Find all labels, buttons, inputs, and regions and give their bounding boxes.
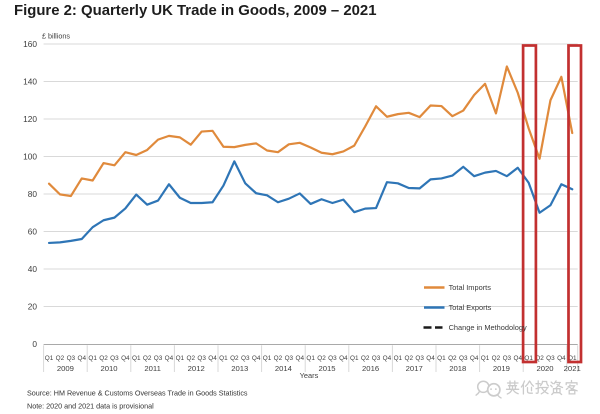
svg-text:Q3: Q3 bbox=[503, 355, 512, 362]
svg-text:Q3: Q3 bbox=[110, 355, 119, 362]
svg-text:Total Exports: Total Exports bbox=[449, 303, 492, 312]
svg-text:Q1: Q1 bbox=[176, 355, 185, 362]
svg-text:2013: 2013 bbox=[231, 364, 248, 373]
svg-text:Q1: Q1 bbox=[481, 355, 490, 362]
svg-text:2016: 2016 bbox=[362, 364, 379, 373]
svg-text:2018: 2018 bbox=[449, 364, 466, 373]
svg-text:£ billions: £ billions bbox=[42, 32, 70, 41]
svg-text:2010: 2010 bbox=[100, 364, 117, 373]
svg-text:Q2: Q2 bbox=[404, 355, 413, 362]
svg-text:Q3: Q3 bbox=[285, 355, 294, 362]
svg-text:Q1: Q1 bbox=[394, 355, 403, 362]
svg-text:Q1: Q1 bbox=[437, 355, 446, 362]
svg-text:Q3: Q3 bbox=[154, 355, 163, 362]
svg-text:2020: 2020 bbox=[536, 364, 553, 373]
svg-text:Q4: Q4 bbox=[208, 355, 217, 362]
svg-text:Q4: Q4 bbox=[252, 355, 261, 362]
svg-text:Q2: Q2 bbox=[317, 355, 326, 362]
svg-text:Q4: Q4 bbox=[383, 355, 392, 362]
svg-text:Q3: Q3 bbox=[197, 355, 206, 362]
svg-text:Q1: Q1 bbox=[45, 355, 54, 362]
svg-text:Q4: Q4 bbox=[121, 355, 130, 362]
svg-text:Years: Years bbox=[300, 371, 319, 380]
svg-text:Q3: Q3 bbox=[67, 355, 76, 362]
svg-text:Q2: Q2 bbox=[448, 355, 457, 362]
svg-text:2017: 2017 bbox=[406, 364, 423, 373]
svg-text:Q4: Q4 bbox=[339, 355, 348, 362]
svg-text:2012: 2012 bbox=[188, 364, 205, 373]
svg-text:80: 80 bbox=[28, 189, 38, 199]
svg-text:Q1: Q1 bbox=[263, 355, 272, 362]
svg-text:Q2: Q2 bbox=[492, 355, 501, 362]
svg-text:Q2: Q2 bbox=[99, 355, 108, 362]
svg-text:Q3: Q3 bbox=[372, 355, 381, 362]
svg-text:2009: 2009 bbox=[57, 364, 74, 373]
svg-text:Q1: Q1 bbox=[306, 355, 315, 362]
svg-text:Q1: Q1 bbox=[350, 355, 359, 362]
svg-text:Q3: Q3 bbox=[415, 355, 424, 362]
svg-text:Q2: Q2 bbox=[230, 355, 239, 362]
svg-text:Q2: Q2 bbox=[535, 355, 544, 362]
svg-text:Q4: Q4 bbox=[557, 355, 566, 362]
svg-text:Q1: Q1 bbox=[88, 355, 97, 362]
svg-text:Q1: Q1 bbox=[132, 355, 141, 362]
svg-text:Q3: Q3 bbox=[459, 355, 468, 362]
svg-text:Q2: Q2 bbox=[143, 355, 152, 362]
svg-text:Q4: Q4 bbox=[165, 355, 174, 362]
svg-text:Q2: Q2 bbox=[274, 355, 283, 362]
svg-text:Q4: Q4 bbox=[295, 355, 304, 362]
svg-text:Q4: Q4 bbox=[426, 355, 435, 362]
svg-text:2014: 2014 bbox=[275, 364, 293, 373]
svg-text:20: 20 bbox=[28, 301, 38, 311]
svg-text:Note: 2020 and 2021 data is pr: Note: 2020 and 2021 data is provisional bbox=[27, 401, 154, 410]
svg-text:Q4: Q4 bbox=[77, 355, 86, 362]
svg-text:2015: 2015 bbox=[318, 364, 335, 373]
svg-text:Q2: Q2 bbox=[361, 355, 370, 362]
svg-text:140: 140 bbox=[23, 76, 37, 86]
svg-text:2021: 2021 bbox=[564, 364, 581, 373]
svg-text:Total Imports: Total Imports bbox=[449, 283, 492, 292]
svg-text:2011: 2011 bbox=[144, 364, 161, 373]
svg-text:Q4: Q4 bbox=[470, 355, 479, 362]
svg-text:0: 0 bbox=[32, 339, 37, 349]
svg-text:Source: HM Revenue & Customs O: Source: HM Revenue & Customs Overseas Tr… bbox=[27, 389, 248, 398]
svg-text:Q3: Q3 bbox=[241, 355, 250, 362]
svg-text:Q2: Q2 bbox=[186, 355, 195, 362]
svg-text:Q1: Q1 bbox=[219, 355, 228, 362]
svg-text:Q1: Q1 bbox=[568, 355, 577, 362]
svg-text:40: 40 bbox=[28, 264, 38, 274]
svg-text:2019: 2019 bbox=[493, 364, 510, 373]
svg-text:Change in Methodology: Change in Methodology bbox=[449, 323, 527, 332]
svg-text:Q1: Q1 bbox=[524, 355, 533, 362]
svg-text:Q2: Q2 bbox=[56, 355, 65, 362]
svg-text:120: 120 bbox=[23, 114, 37, 124]
svg-text:60: 60 bbox=[28, 226, 38, 236]
svg-text:Q4: Q4 bbox=[513, 355, 522, 362]
svg-text:160: 160 bbox=[23, 39, 37, 49]
svg-text:Q3: Q3 bbox=[328, 355, 337, 362]
svg-text:Q3: Q3 bbox=[546, 355, 555, 362]
svg-text:100: 100 bbox=[23, 151, 37, 161]
